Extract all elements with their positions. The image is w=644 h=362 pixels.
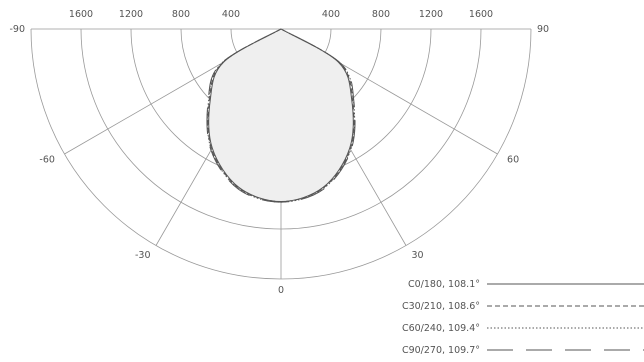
angle-label--30: -30	[135, 250, 151, 261]
radial-tick-label-left-0: 1600	[69, 9, 93, 20]
angle-label-90: 90	[537, 24, 549, 35]
angle-label-60: 60	[507, 155, 519, 166]
radial-tick-label-right-3: 400	[322, 9, 340, 20]
series-line-3	[206, 28, 356, 203]
angle-label--90: -90	[9, 24, 25, 35]
radial-tick-label-left-1: 1200	[119, 9, 143, 20]
radial-tick-label-left-2: 800	[172, 9, 190, 20]
angle-label--60: -60	[39, 155, 55, 166]
legend-label-1: C30/210, 108.6°	[402, 301, 480, 312]
series-line-1	[207, 28, 355, 203]
distribution-fill	[208, 29, 354, 202]
radial-tick-label-right-2: 800	[372, 9, 390, 20]
radial-tick-label-right-1: 1200	[419, 9, 443, 20]
angle-label-0: 0	[278, 285, 284, 296]
radial-tick-label-right-0: 1600	[469, 9, 493, 20]
legend-label-2: C60/240, 109.4°	[402, 323, 480, 334]
radial-tick-label-left-3: 400	[222, 9, 240, 20]
angle-label-30: 30	[412, 250, 424, 261]
legend-label-3: C90/270, 109.7°	[402, 345, 480, 356]
legend-label-0: C0/180, 108.1°	[408, 279, 480, 290]
